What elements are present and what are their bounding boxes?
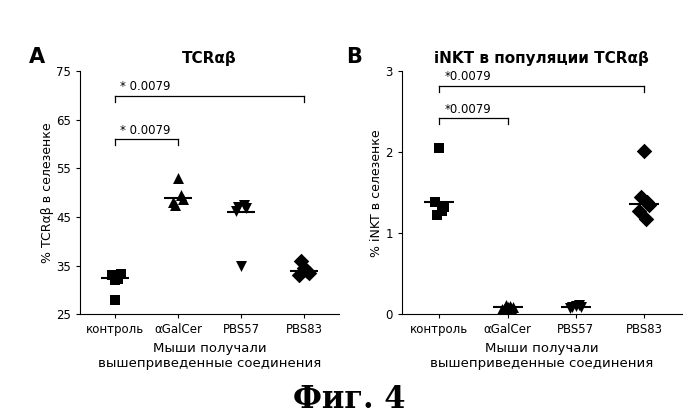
Point [106,272,117,279]
Point [500,302,511,309]
Point [496,305,507,312]
Point [110,277,121,284]
Point [507,304,519,310]
Point [567,304,578,310]
Point [169,202,180,208]
Point [498,305,510,312]
Title: TCRαβ: TCRαβ [182,51,237,66]
Point [296,257,307,264]
Point [175,192,187,199]
Point [505,305,517,311]
Point [240,205,252,212]
Point [635,194,646,200]
Point [576,304,587,310]
Text: B: B [346,47,362,67]
Text: *0.0079: *0.0079 [445,70,491,83]
Point [233,204,244,211]
Point [113,276,124,282]
Point [178,195,189,202]
X-axis label: Мыши получали
вышеприведенные соединения: Мыши получали вышеприведенные соединения [430,342,654,370]
Point [173,175,184,181]
X-axis label: Мыши получали
вышеприведенные соединения: Мыши получали вышеприведенные соединения [98,342,322,370]
Point [430,199,441,206]
Point [231,208,242,215]
Point [644,202,655,208]
Point [438,204,449,211]
Point [110,296,121,303]
Point [304,269,315,276]
Point [302,267,313,274]
Point [565,305,576,311]
Point [502,304,513,310]
Point [239,202,250,208]
Text: Фиг. 4: Фиг. 4 [294,384,405,415]
Point [574,302,585,309]
Title: iNKT в популяции TCRαβ: iNKT в популяции TCRαβ [434,51,649,66]
Point [236,262,247,269]
Point [116,271,127,278]
Point [504,303,515,310]
Point [298,265,310,272]
Point [638,147,649,154]
Text: * 0.0079: * 0.0079 [120,80,171,93]
Point [633,207,644,214]
Point [642,199,653,206]
Point [294,272,305,279]
Point [434,145,445,152]
Point [570,303,582,310]
Y-axis label: % TCRαβ в селезенке: % TCRαβ в селезенке [41,122,54,263]
Point [168,199,179,206]
Text: *0.0079: *0.0079 [445,103,491,116]
Point [431,212,442,219]
Text: * 0.0079: * 0.0079 [120,124,171,137]
Point [640,215,651,222]
Y-axis label: % iNKT в селезенке: % iNKT в селезенке [370,129,382,256]
Text: A: A [29,47,45,67]
Point [437,207,448,214]
